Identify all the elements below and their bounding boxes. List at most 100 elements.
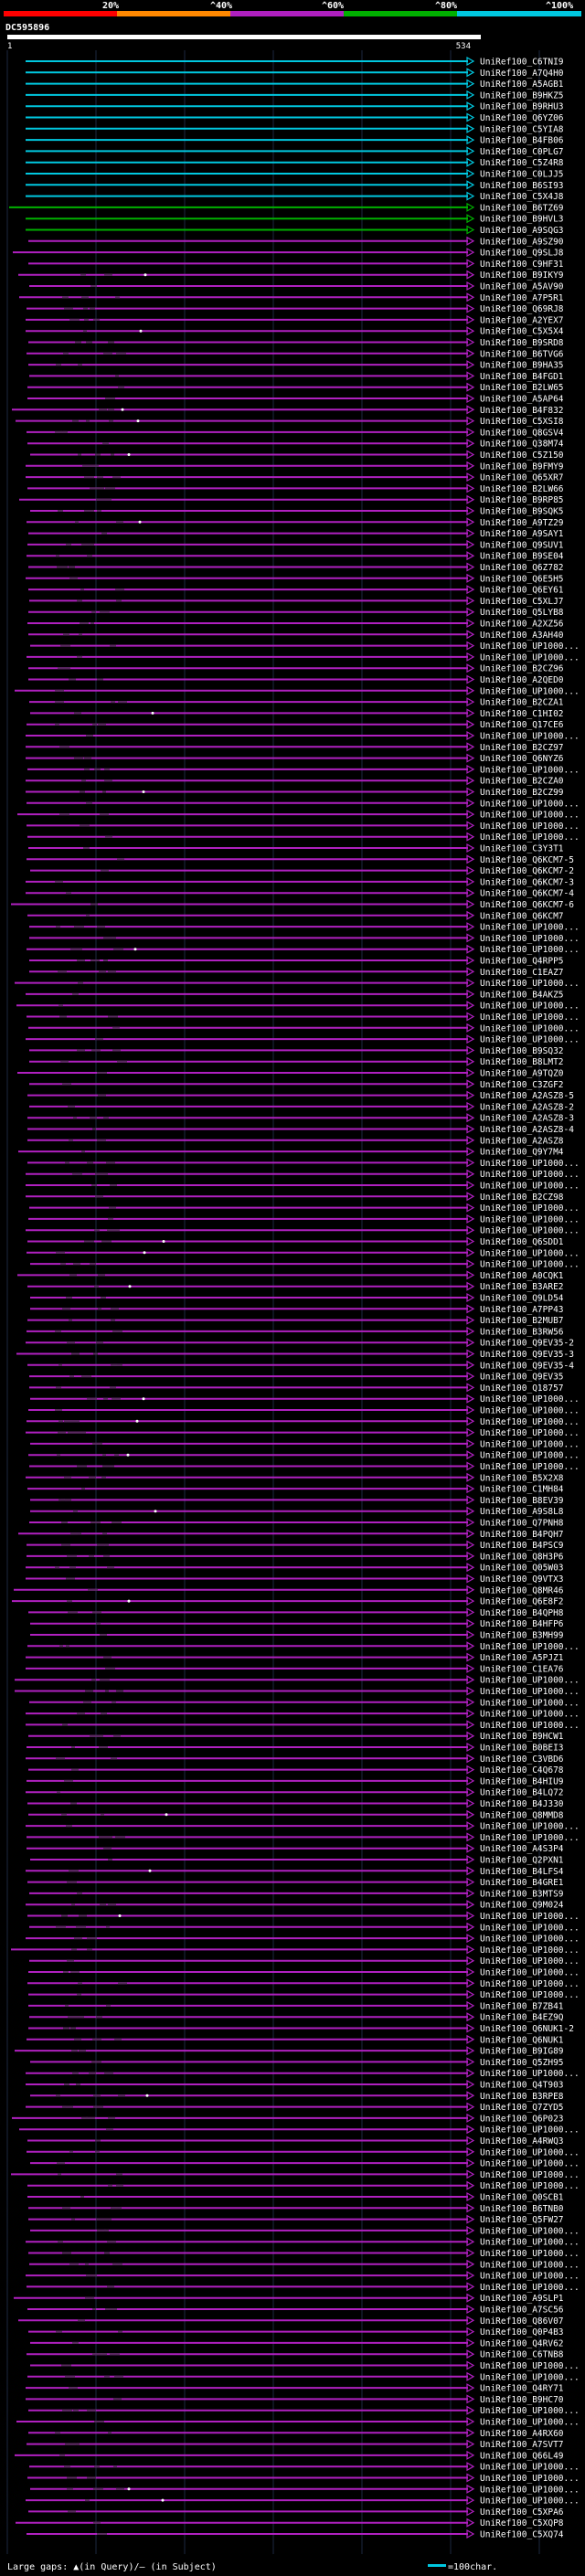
hit-label[interactable]: UniRef100_Q5ZH95	[480, 2058, 564, 2068]
hit-label[interactable]: UniRef100_B5X2X8	[480, 1473, 564, 1483]
hit-label[interactable]: UniRef100_UP1000...	[480, 2226, 580, 2236]
hit-label[interactable]: UniRef100_B0BEI3	[480, 1744, 564, 1754]
hit-label[interactable]: UniRef100_UP1000...	[480, 945, 580, 955]
hit-label[interactable]: UniRef100_Q6KCM7	[480, 911, 564, 921]
hit-label[interactable]: UniRef100_Q6P023	[480, 2114, 564, 2124]
hit-label[interactable]: UniRef100_UP1000...	[480, 1698, 580, 1708]
hit-label[interactable]: UniRef100_B4LQ72	[480, 1788, 564, 1798]
hit-label[interactable]: UniRef100_C3VBD6	[480, 1754, 564, 1765]
hit-label[interactable]: UniRef100_Q6YZ06	[480, 113, 564, 123]
hit-label[interactable]: UniRef100_UP1000...	[480, 2418, 580, 2428]
hit-label[interactable]: UniRef100_UP1000...	[480, 811, 580, 821]
hit-label[interactable]: UniRef100_B4AKZ5	[480, 990, 564, 1000]
hit-label[interactable]: UniRef100_B9IG89	[480, 2047, 564, 2057]
hit-label[interactable]: UniRef100_A9SLP1	[480, 2294, 564, 2304]
hit-label[interactable]: UniRef100_Q4RPP5	[480, 957, 564, 967]
hit-label[interactable]: UniRef100_Q86V07	[480, 2316, 564, 2327]
hit-label[interactable]: UniRef100_C1EAZ7	[480, 968, 564, 978]
hit-label[interactable]: UniRef100_Q7ZYD5	[480, 2103, 564, 2113]
hit-label[interactable]: UniRef100_Q6KCM7-4	[480, 889, 574, 899]
hit-label[interactable]: UniRef100_Q69RJ8	[480, 304, 564, 314]
hit-label[interactable]: UniRef100_A5AGB1	[480, 80, 564, 90]
hit-label[interactable]: UniRef100_UP1000...	[480, 2463, 580, 2473]
hit-label[interactable]: UniRef100_A7SC56	[480, 2306, 564, 2316]
hit-label[interactable]: UniRef100_UP1000...	[480, 1035, 580, 1045]
hit-label[interactable]: UniRef100_A5AP64	[480, 395, 564, 405]
hit-label[interactable]: UniRef100_B6SI93	[480, 181, 564, 191]
hit-label[interactable]: UniRef100_UP1000...	[480, 2283, 580, 2293]
hit-label[interactable]: UniRef100_A2QED0	[480, 675, 564, 685]
hit-label[interactable]: UniRef100_Q9VTX3	[480, 1574, 564, 1585]
hit-label[interactable]: UniRef100_UP1000...	[480, 2406, 580, 2416]
hit-label[interactable]: UniRef100_B3RW56	[480, 1327, 564, 1337]
hit-label[interactable]: UniRef100_UP1000...	[480, 1687, 580, 1697]
hit-label[interactable]: UniRef100_B3RPE8	[480, 2092, 564, 2102]
hit-label[interactable]: UniRef100_UP1000...	[480, 2125, 580, 2136]
hit-label[interactable]: UniRef100_C5XQP8	[480, 2518, 564, 2528]
hit-label[interactable]: UniRef100_B6TVG6	[480, 349, 564, 359]
hit-label[interactable]: UniRef100_UP1000...	[480, 1710, 580, 1720]
hit-label[interactable]: UniRef100_B9SQK5	[480, 507, 564, 517]
hit-label[interactable]: UniRef100_A2ASZ8-5	[480, 1091, 574, 1101]
hit-label[interactable]: UniRef100_UP1000...	[480, 2249, 580, 2259]
hit-label[interactable]: UniRef100_C0PLG7	[480, 147, 564, 157]
hit-label[interactable]: UniRef100_C1EA76	[480, 1664, 564, 1674]
hit-label[interactable]: UniRef100_UP1000...	[480, 822, 580, 832]
hit-label[interactable]: UniRef100_Q17CE6	[480, 720, 564, 730]
hit-label[interactable]: UniRef100_A9SQG3	[480, 226, 564, 236]
hit-label[interactable]: UniRef100_B2MUB7	[480, 1316, 564, 1326]
hit-label[interactable]: UniRef100_UP1000...	[480, 686, 580, 696]
hit-label[interactable]: UniRef100_B4PQH7	[480, 1530, 564, 1540]
hit-label[interactable]: UniRef100_B9SQ32	[480, 1046, 564, 1056]
hit-label[interactable]: UniRef100_UP1000...	[480, 1248, 580, 1258]
hit-label[interactable]: UniRef100_B4FB06	[480, 136, 564, 146]
hit-label[interactable]: UniRef100_B2CZ98	[480, 1193, 564, 1203]
hit-label[interactable]: UniRef100_C5Z4R8	[480, 158, 564, 168]
hit-label[interactable]: UniRef100_UP1000...	[480, 765, 580, 775]
hit-label[interactable]: UniRef100_UP1000...	[480, 1968, 580, 1978]
hit-label[interactable]: UniRef100_Q8H3P6	[480, 1552, 564, 1562]
hit-label[interactable]: UniRef100_Q6KCM7-3	[480, 877, 574, 887]
hit-label[interactable]: UniRef100_C1MH84	[480, 1485, 564, 1495]
hit-label[interactable]: UniRef100_UP1000...	[480, 832, 580, 843]
hit-label[interactable]: UniRef100_Q9EV35-2	[480, 1339, 574, 1349]
hit-label[interactable]: UniRef100_Q6KCM7-6	[480, 900, 574, 910]
hit-label[interactable]: UniRef100_A2ASZ8-2	[480, 1102, 574, 1112]
hit-label[interactable]: UniRef100_B9RHU3	[480, 102, 564, 112]
hit-label[interactable]: UniRef100_Q8MMD8	[480, 1810, 564, 1820]
hit-label[interactable]: UniRef100_B3ARE2	[480, 1282, 564, 1292]
hit-label[interactable]: UniRef100_UP1000...	[480, 1451, 580, 1461]
hit-label[interactable]: UniRef100_Q9EV35-3	[480, 1350, 574, 1360]
hit-label[interactable]: UniRef100_A2ASZ8-4	[480, 1125, 574, 1135]
hit-label[interactable]: UniRef100_A2XZ56	[480, 620, 564, 630]
hit-label[interactable]: UniRef100_A7PP43	[480, 1305, 564, 1315]
hit-label[interactable]: UniRef100_B8LMT2	[480, 1057, 564, 1067]
hit-label[interactable]: UniRef100_B9IKY9	[480, 270, 564, 281]
hit-label[interactable]: UniRef100_Q18757	[480, 1383, 564, 1394]
hit-label[interactable]: UniRef100_B2CZ99	[480, 788, 564, 798]
hit-label[interactable]: UniRef100_B4QPH8	[480, 1608, 564, 1618]
hit-label[interactable]: UniRef100_B4F832	[480, 406, 564, 416]
hit-label[interactable]: UniRef100_UP1000...	[480, 1428, 580, 1438]
hit-label[interactable]: UniRef100_UP1000...	[480, 2147, 580, 2157]
hit-label[interactable]: UniRef100_A4RX60	[480, 2429, 564, 2439]
hit-label[interactable]: UniRef100_B2CZ97	[480, 743, 564, 753]
hit-label[interactable]: UniRef100_UP1000...	[480, 1979, 580, 1989]
hit-label[interactable]: UniRef100_Q0P4B3	[480, 2327, 564, 2337]
hit-label[interactable]: UniRef100_Q9SLJ8	[480, 249, 564, 259]
hit-label[interactable]: UniRef100_B4FGD1	[480, 372, 564, 382]
hit-label[interactable]: UniRef100_B2CZA0	[480, 777, 564, 787]
hit-label[interactable]: UniRef100_B4PSC9	[480, 1541, 564, 1551]
hit-label[interactable]: UniRef100_C5XPA6	[480, 2507, 564, 2518]
hit-label[interactable]: UniRef100_A0CQK1	[480, 1271, 564, 1281]
hit-label[interactable]: UniRef100_UP1000...	[480, 1721, 580, 1731]
hit-label[interactable]: UniRef100_A9SZ90	[480, 237, 564, 247]
hit-label[interactable]: UniRef100_A4S3P4	[480, 1844, 564, 1854]
hit-label[interactable]: UniRef100_Q6NYZ6	[480, 754, 564, 764]
hit-label[interactable]: UniRef100_UP1000...	[480, 799, 580, 809]
hit-label[interactable]: UniRef100_UP1000...	[480, 2496, 580, 2507]
hit-label[interactable]: UniRef100_A7P5R1	[480, 293, 564, 303]
hit-label[interactable]: UniRef100_Q65XR7	[480, 473, 564, 483]
hit-label[interactable]: UniRef100_UP1000...	[480, 2485, 580, 2495]
hit-label[interactable]: UniRef100_B6TNB0	[480, 2204, 564, 2214]
